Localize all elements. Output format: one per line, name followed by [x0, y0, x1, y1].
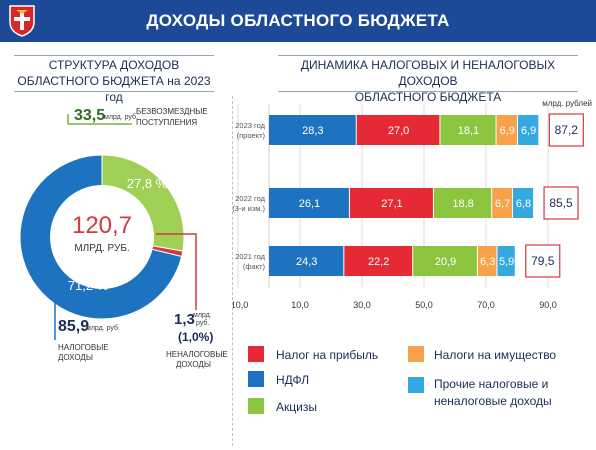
category-sublabel: (3-и изм.) — [233, 204, 265, 213]
stacked-bar-chart: млрд. рублей 28,3 27,0 18,1 6,9 6,9 26,1 27,1 1… — [233, 99, 592, 310]
legend-label-other-2: неналоговые доходы — [434, 394, 552, 408]
legend-swatch-property — [408, 346, 424, 362]
free-unit: млрд. руб. — [104, 113, 138, 121]
bar-value-label: 6,3 — [480, 256, 495, 268]
bar-segment-other — [517, 115, 539, 145]
free-label-2: ПОСТУПЛЕНИЯ — [136, 118, 197, 127]
tax-value: 85,9 — [58, 318, 89, 335]
x-tick-label: -10,0 — [233, 300, 248, 310]
donut-chart: 120,7 МЛРД. РУБ. 27,8 % 71,2 % 33,5 млрд… — [19, 107, 228, 369]
right-title-line1: ДИНАМИКА НАЛОГОВЫХ И НЕНАЛОГОВЫХ ДОХОДОВ — [300, 58, 556, 88]
bar-value-label: 20,9 — [435, 256, 456, 268]
bar-value-label: 6,8 — [516, 198, 531, 210]
slice-label-free: 27,8 % — [127, 176, 168, 191]
bar-segment-other — [497, 246, 515, 276]
tax-label-1: НАЛОГОВЫЕ — [58, 343, 109, 352]
header-bar: ДОХОДЫ ОБЛАСТНОГО БЮДЖЕТА — [0, 0, 596, 42]
nontax-unit-2: руб. — [196, 319, 209, 327]
coat-of-arms-icon — [9, 5, 35, 37]
bar-value-label: 22,2 — [368, 256, 389, 268]
page-title: ДОХОДЫ ОБЛАСТНОГО БЮДЖЕТА — [146, 11, 450, 30]
x-tick-label: 70,0 — [477, 300, 495, 310]
bar-unit-label: млрд. рублей — [542, 99, 592, 108]
bar-segment-other — [512, 188, 534, 218]
nontax-unit-1: млрд. — [193, 312, 212, 319]
bar-segment-profit — [344, 246, 413, 276]
x-tick-label: 50,0 — [415, 300, 433, 310]
bar-value-label: 18,1 — [458, 125, 479, 137]
nontax-label-2: ДОХОДЫ — [176, 360, 211, 369]
legend-label-excise: Акцизы — [276, 400, 317, 414]
bar-segment-excise — [433, 188, 492, 218]
bar-segment-profit — [349, 188, 433, 218]
category-label: 2022 год — [235, 194, 265, 203]
bar-segment-excise — [440, 115, 496, 145]
bar-value-label: 5,9 — [499, 256, 514, 268]
legend: Налог на прибыль НДФЛ Акцизы Налоги на и… — [248, 346, 556, 414]
nontax-value: 1,3 — [174, 311, 195, 328]
total-label: 79,5 — [531, 254, 555, 268]
bar-segment-profit — [356, 115, 440, 145]
bar-value-label: 24,3 — [296, 256, 317, 268]
donut-center-value: 120,7 — [72, 212, 132, 239]
category-label: 2023 год — [235, 121, 265, 130]
free-value: 33,5 — [74, 107, 105, 124]
x-tick-label: 30,0 — [353, 300, 371, 310]
panel-divider — [232, 96, 233, 446]
legend-swatch-ndfl — [248, 371, 264, 387]
bar-value-label: 6,9 — [521, 125, 536, 137]
tax-label-2: ДОХОДЫ — [58, 353, 93, 362]
legend-label-property: Налоги на имущество — [434, 348, 556, 362]
legend-label-profit: Налог на прибыль — [276, 348, 378, 362]
total-box — [525, 244, 561, 278]
x-tick-label: 10,0 — [291, 300, 309, 310]
bar-segment-property — [496, 115, 517, 145]
callout-line-free — [67, 114, 132, 125]
category-sublabel: (факт) — [243, 262, 266, 271]
bar-value-label: 18,8 — [452, 198, 473, 210]
tax-unit: млрд. руб. — [86, 324, 120, 332]
callout-line-nontax — [156, 233, 197, 310]
legend-swatch-other — [408, 377, 424, 393]
category-sublabel: (проект) — [237, 131, 266, 140]
total-box — [543, 186, 579, 220]
right-title-line2: ОБЛАСТНОГО БЮДЖЕТА — [354, 90, 502, 104]
bar-segment-ndfl — [269, 115, 356, 145]
right-panel-title: ДИНАМИКА НАЛОГОВЫХ И НЕНАЛОГОВЫХ ДОХОДОВ… — [278, 55, 578, 104]
bar-value-label: 27,0 — [388, 125, 409, 137]
legend-swatch-profit — [248, 346, 264, 362]
bar-segment-property — [492, 188, 512, 218]
donut-hole — [50, 185, 154, 289]
bar-segment-ndfl — [269, 188, 349, 218]
left-title-line2: ОБЛАСТНОГО БЮДЖЕТА на 2023 год — [17, 74, 211, 104]
legend-label-ndfl: НДФЛ — [276, 373, 309, 387]
bar-value-label: 6,9 — [500, 125, 515, 137]
bar-segment-excise — [413, 246, 477, 276]
total-label: 87,2 — [555, 123, 579, 137]
bar-value-label: 27,1 — [381, 198, 402, 210]
bar-value-label: 28,3 — [302, 125, 323, 137]
left-title-line1: СТРУКТУРА ДОХОДОВ — [48, 58, 180, 72]
bar-segment-property — [477, 246, 497, 276]
free-label-1: БЕЗВОЗМЕЗДНЫЕ — [136, 107, 208, 116]
x-tick-label: 90,0 — [539, 300, 557, 310]
slice-label-tax: 71,2 % — [68, 278, 109, 293]
donut-center-unit: МЛРД. РУБ. — [74, 243, 129, 254]
total-box — [548, 113, 584, 147]
bar-segment-ndfl — [269, 246, 344, 276]
nontax-label-1: НЕНАЛОГОВЫЕ — [166, 350, 228, 359]
nontax-pct: (1,0%) — [178, 330, 213, 344]
legend-swatch-excise — [248, 398, 264, 414]
legend-label-other-1: Прочие налоговые и — [434, 377, 548, 391]
total-label: 85,5 — [549, 196, 573, 210]
bar-value-label: 26,1 — [299, 198, 320, 210]
bar-value-label: 6,7 — [495, 198, 510, 210]
left-panel-title: СТРУКТУРА ДОХОДОВ ОБЛАСТНОГО БЮДЖЕТА на … — [14, 55, 214, 104]
category-label: 2021 год — [235, 252, 265, 261]
